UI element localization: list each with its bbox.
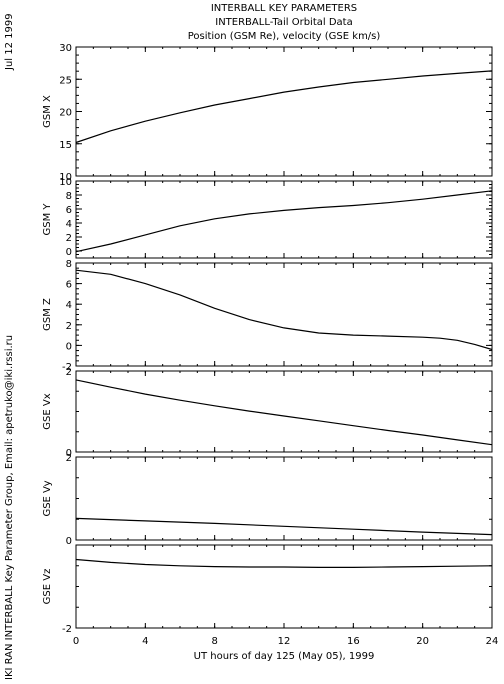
- panel-5-series-line: [75, 517, 493, 536]
- panel-2-ytick-label-0: 0: [66, 247, 72, 258]
- panel-1-ylabel: GSM X: [42, 95, 53, 128]
- panel-6-ytick-label-0: -2: [62, 624, 72, 635]
- panel-3-ylabel: GSM Z: [42, 298, 53, 331]
- panel-1-ytick-label-4: 30: [59, 43, 72, 54]
- title-line-2: INTERBALL-Tail Orbital Data: [215, 17, 353, 28]
- panel-3-ytick-label-1: 0: [66, 341, 72, 352]
- panel-2-ytick-label-3: 6: [66, 205, 72, 216]
- xtick-label-3: 12: [278, 636, 291, 647]
- panel-2-ylabel: GSM Y: [42, 203, 53, 236]
- panel-3-ytick-label-5: 8: [66, 259, 72, 270]
- xtick-label-0: 0: [73, 636, 79, 647]
- panel-2-ytick-label-5: 10: [59, 177, 72, 188]
- panel-2-frame: [75, 180, 493, 259]
- panel-1-frame: [75, 46, 493, 177]
- panel-1-series-line: [75, 70, 493, 144]
- title-line-1: INTERBALL KEY PARAMETERS: [210, 3, 358, 14]
- panel-3-ytick-label-4: 6: [66, 280, 72, 291]
- panel-1-ytick-label-3: 25: [59, 75, 72, 86]
- xaxis-label: UT hours of day 125 (May 05), 1999: [194, 651, 375, 662]
- panel-3-ytick-label-2: 2: [66, 321, 72, 332]
- panel-2-ytick-label-1: 2: [66, 233, 72, 244]
- xtick-label-5: 20: [416, 636, 429, 647]
- panel-2-ytick-label-2: 4: [66, 219, 72, 230]
- panel-3-series-line: [75, 269, 493, 351]
- panel-1-ytick-label-0: 10: [59, 172, 72, 183]
- xtick-label-2: 8: [211, 636, 217, 647]
- title-line-3: Position (GSM Re), velocity (GSE km/s): [187, 31, 381, 42]
- panel-3-frame: [75, 262, 493, 367]
- panel-5-frame: [75, 456, 493, 541]
- panel-6-series-line: [75, 558, 493, 569]
- panel-4-ytick-label-0: 0: [66, 448, 72, 459]
- panel-2-series-line: [75, 190, 493, 253]
- panel-4-series-line: [75, 379, 493, 446]
- panel-5-ytick-label-0: 0: [66, 536, 72, 547]
- panel-1-ytick-label-1: 15: [59, 140, 72, 151]
- panel-1-ytick-label-2: 20: [59, 108, 72, 119]
- panel-5-ylabel: GSE Vy: [42, 480, 53, 516]
- panel-3-ytick-label-3: 4: [66, 300, 72, 311]
- panel-4-ytick-label-1: 2: [66, 367, 72, 378]
- xtick-label-1: 4: [142, 636, 148, 647]
- xtick-label-6: 24: [486, 636, 499, 647]
- xtick-label-4: 16: [347, 636, 360, 647]
- panel-6-ylabel: GSE Vz: [42, 569, 53, 605]
- panel-4-ylabel: GSE Vx: [42, 393, 53, 429]
- panel-5-ytick-label-1: 2: [66, 453, 72, 464]
- panel-6-frame: [75, 544, 493, 629]
- panel-2-ytick-label-4: 8: [66, 191, 72, 202]
- panel-4-frame: [75, 370, 493, 453]
- panel-3-ytick-label-0: -2: [62, 362, 72, 373]
